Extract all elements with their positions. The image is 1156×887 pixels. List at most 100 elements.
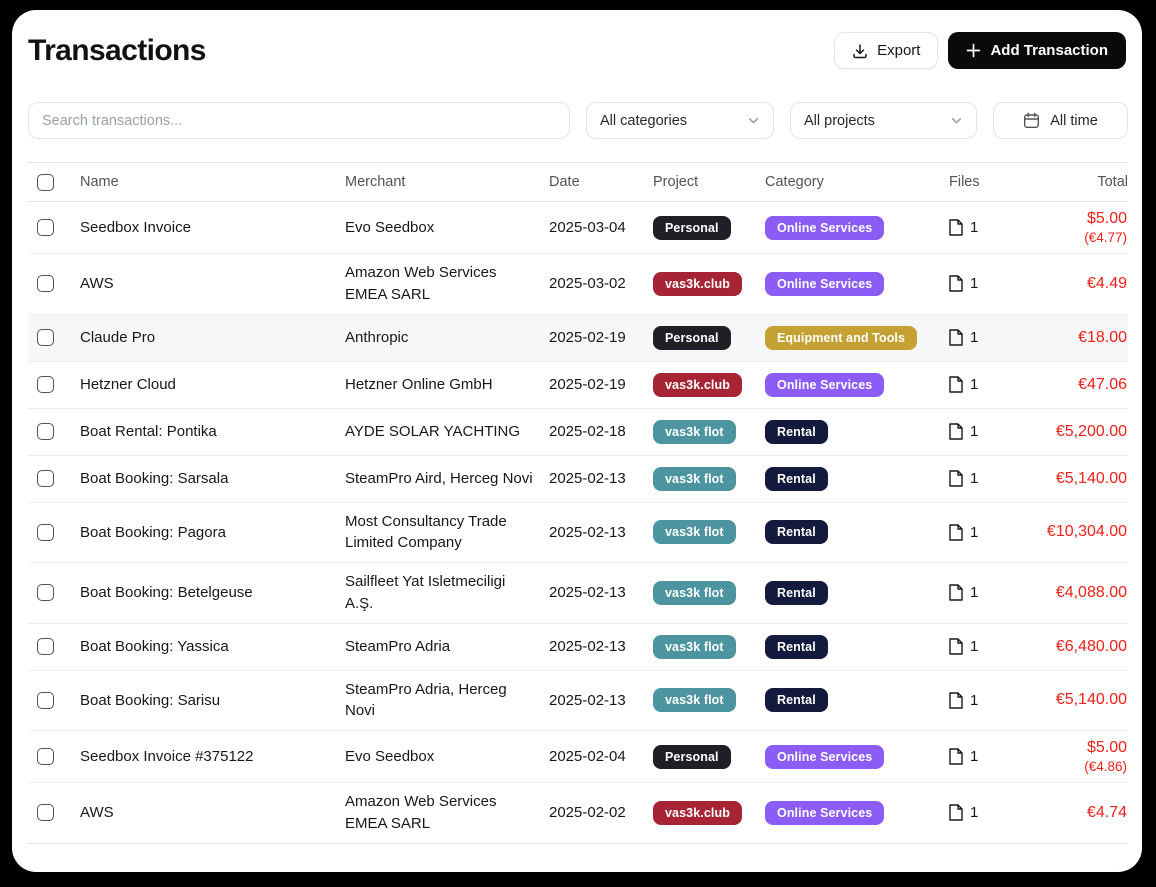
category-badge[interactable]: Rental [765,520,828,545]
category-badge[interactable]: Equipment and Tools [765,325,918,350]
files-cell[interactable]: 1 [949,275,1027,292]
category-badge[interactable]: Rental [765,466,828,491]
category-badge[interactable]: Online Services [765,271,885,296]
table-row[interactable]: Boat Booking: Pagora Most Consultancy Tr… [28,501,1128,563]
row-checkbox-cell [28,219,80,236]
files-cell[interactable]: 1 [949,638,1027,655]
file-icon [949,692,963,709]
category-badge[interactable]: Online Services [765,372,885,397]
files-cell[interactable]: 1 [949,748,1027,765]
table-row[interactable]: Boat Booking: Betelgeuse Sailfleet Yat I… [28,562,1128,623]
project-badge[interactable]: vas3k flot [653,520,736,545]
file-icon [949,584,963,601]
file-icon [949,275,963,292]
files-cell[interactable]: 1 [949,423,1027,440]
table-row[interactable]: Seedbox Invoice Evo Seedbox 2025-03-04 P… [28,202,1128,253]
column-header-project: Project [653,174,699,190]
total-amount: €5,140.00 [1055,691,1127,709]
total-cell: €5,140.00 [1027,470,1128,488]
files-cell[interactable]: 1 [949,524,1027,541]
category-badge-cell: Online Services [765,744,949,769]
project-badge[interactable]: vas3k flot [653,634,736,659]
project-badge[interactable]: Personal [653,744,731,769]
files-count: 1 [970,219,979,236]
file-icon [949,524,963,541]
time-range-filter[interactable]: All time [993,102,1128,139]
project-badge-cell: vas3k flot [653,466,765,491]
download-icon [852,43,868,59]
project-badge[interactable]: vas3k flot [653,419,736,444]
category-badge[interactable]: Rental [765,419,828,444]
row-checkbox[interactable] [37,329,54,346]
total-amount: €6,480.00 [1055,637,1127,655]
files-cell[interactable]: 1 [949,584,1027,601]
row-checkbox[interactable] [37,804,54,822]
project-badge[interactable]: vas3k.club [653,800,742,825]
transaction-date: 2025-03-04 [549,219,626,236]
row-checkbox[interactable] [37,584,54,602]
transactions-panel: Transactions Export Add Transaction All … [12,10,1142,872]
category-badge[interactable]: Rental [765,580,828,605]
table-row[interactable]: Boat Booking: Sarsala SteamPro Aird, Her… [28,454,1128,502]
files-cell[interactable]: 1 [949,804,1027,821]
row-checkbox[interactable] [37,470,54,487]
transaction-name: AWS [80,275,114,293]
table-row[interactable]: Claude Pro Anthropic 2025-02-19 Personal… [28,313,1128,361]
category-badge-cell: Rental [765,466,949,491]
row-checkbox[interactable] [37,376,54,393]
export-button[interactable]: Export [834,32,939,69]
row-checkbox-cell [28,275,80,293]
files-cell[interactable]: 1 [949,219,1027,236]
file-icon [949,219,963,236]
row-checkbox[interactable] [37,275,54,293]
table-row[interactable]: Boat Rental: Pontika AYDE SOLAR YACHTING… [28,407,1128,455]
project-badge[interactable]: Personal [653,325,731,350]
row-checkbox[interactable] [37,638,54,655]
projects-filter[interactable]: All projects [790,102,977,139]
project-badge[interactable]: vas3k flot [653,580,736,605]
files-count: 1 [970,584,979,602]
table-row[interactable]: Seedbox Invoice #375122 Evo Seedbox 2025… [28,730,1128,782]
row-checkbox[interactable] [37,691,54,709]
category-badge[interactable]: Online Services [765,215,885,240]
category-badge[interactable]: Online Services [765,744,885,769]
files-cell[interactable]: 1 [949,376,1027,393]
transaction-date: 2025-02-18 [549,423,626,440]
categories-filter[interactable]: All categories [586,102,774,139]
total-cell: €4.49 [1027,275,1128,293]
row-checkbox[interactable] [37,219,54,236]
files-cell[interactable]: 1 [949,470,1027,487]
files-cell[interactable]: 1 [949,329,1027,346]
table-row[interactable]: Boat Booking: Yassica SteamPro Adria 202… [28,622,1128,670]
project-badge[interactable]: Personal [653,215,731,240]
row-checkbox[interactable] [37,748,54,765]
add-transaction-button[interactable]: Add Transaction [948,32,1126,69]
files-cell[interactable]: 1 [949,692,1027,709]
transaction-date: 2025-02-13 [549,638,626,655]
column-header-category: Category [765,174,824,190]
category-badge[interactable]: Online Services [765,800,885,825]
search-input[interactable] [42,112,556,129]
project-badge[interactable]: vas3k.club [653,271,742,296]
category-badge[interactable]: Rental [765,688,828,713]
table-header: Name Merchant Date Project Category File… [28,163,1128,202]
files-count: 1 [970,329,979,346]
table-row[interactable]: Boat Booking: Sarisu SteamPro Adria, Her… [28,669,1128,731]
project-badge[interactable]: vas3k flot [653,466,736,491]
row-checkbox[interactable] [37,423,54,440]
select-all-checkbox[interactable] [37,173,54,191]
filters-bar: All categories All projects All time [28,102,1128,139]
transaction-name: Boat Booking: Yassica [80,638,229,655]
table-row[interactable]: Hetzner Cloud Hetzner Online GmbH 2025-0… [28,360,1128,408]
project-badge-cell: Personal [653,744,765,769]
table-row[interactable]: AWS Amazon Web Services EMEA SARL 2025-0… [28,782,1128,843]
project-badge[interactable]: vas3k flot [653,688,736,713]
files-count: 1 [970,423,979,440]
table-row[interactable]: AWS Amazon Web Services EMEA SARL 2025-0… [28,253,1128,314]
total-converted-amount: (€4.86) [1084,759,1127,774]
row-checkbox[interactable] [37,523,54,541]
transaction-merchant: Amazon Web Services EMEA SARL [345,793,497,832]
total-amount: €4.49 [1086,274,1127,292]
category-badge[interactable]: Rental [765,634,828,659]
project-badge[interactable]: vas3k.club [653,372,742,397]
